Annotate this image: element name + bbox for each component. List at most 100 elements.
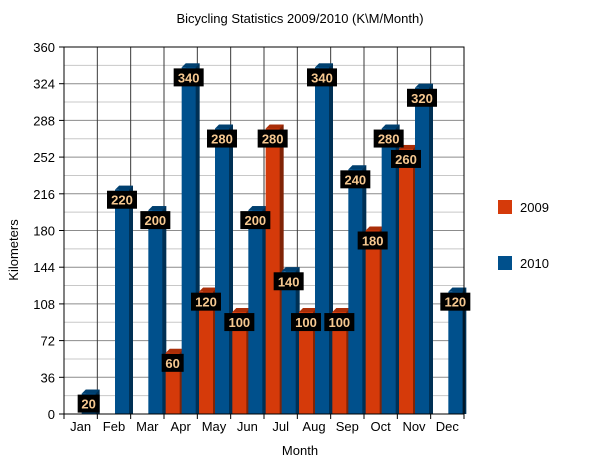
bar-2009-nov bbox=[399, 148, 413, 414]
bar-2010-oct bbox=[381, 128, 396, 415]
x-tick-label: Jul bbox=[272, 419, 289, 434]
data-label-box bbox=[291, 313, 321, 332]
bar-2009-sep bbox=[332, 312, 347, 414]
data-label-box bbox=[307, 68, 337, 87]
data-label: 20 bbox=[81, 397, 95, 412]
data-label: 100 bbox=[328, 315, 350, 330]
bar-2010-dec bbox=[448, 291, 463, 414]
data-label: 280 bbox=[262, 132, 284, 147]
data-label-box bbox=[407, 88, 437, 107]
bar-top bbox=[148, 206, 167, 211]
x-tick-labels: Jan Feb Mar Apr May Jun Jul Aug Sep Oct Nov Dec bbox=[70, 419, 459, 434]
bar-series bbox=[81, 63, 467, 415]
y-tick-label: 108 bbox=[33, 297, 55, 312]
data-label-box bbox=[373, 129, 404, 148]
bar-2009-may bbox=[199, 291, 213, 414]
bar-top bbox=[265, 124, 284, 129]
data-label-box bbox=[273, 272, 304, 291]
y-axis-label: Kilometers bbox=[6, 219, 21, 281]
y-tick-label: 36 bbox=[41, 370, 55, 385]
bar-2010-may bbox=[215, 128, 229, 415]
x-tick-label: Aug bbox=[302, 419, 325, 434]
bar-2010-jun bbox=[248, 210, 263, 414]
chart-title: Bicycling Statistics 2009/2010 (K\M/Mont… bbox=[176, 11, 423, 26]
bar-top bbox=[181, 63, 200, 68]
bar-2010-sep bbox=[348, 169, 363, 414]
data-label-box bbox=[77, 394, 100, 413]
data-label-box bbox=[357, 231, 388, 250]
data-label-box bbox=[391, 149, 421, 168]
data-label: 320 bbox=[411, 91, 433, 106]
axes bbox=[59, 46, 465, 419]
y-tick-label: 288 bbox=[33, 113, 55, 128]
bar-top bbox=[448, 287, 467, 292]
y-tick-label: 252 bbox=[33, 150, 55, 165]
bar-2010-apr bbox=[181, 67, 196, 414]
data-label-box bbox=[161, 353, 184, 372]
data-label-box bbox=[191, 292, 221, 311]
x-tick-label: Jun bbox=[237, 419, 258, 434]
data-label: 340 bbox=[178, 70, 200, 85]
data-label: 180 bbox=[362, 234, 384, 249]
bar-2010-aug bbox=[315, 67, 329, 414]
data-label-box bbox=[140, 211, 171, 230]
data-label: 200 bbox=[244, 213, 266, 228]
x-tick-label: Dec bbox=[436, 419, 460, 434]
legend-swatch-2010 bbox=[498, 256, 512, 270]
bar-2009-aug bbox=[299, 312, 313, 414]
data-label: 100 bbox=[295, 315, 317, 330]
bar-top bbox=[248, 206, 267, 211]
bar-top bbox=[365, 226, 384, 231]
data-label: 280 bbox=[378, 132, 400, 147]
data-label-box bbox=[173, 68, 204, 87]
data-label-box bbox=[107, 190, 137, 209]
x-tick-label: Oct bbox=[371, 419, 392, 434]
legend-label-2009: 2009 bbox=[520, 200, 549, 215]
bar-top bbox=[348, 165, 367, 170]
y-tick-labels: 0 36 72 108 144 180 216 252 288 324 360 bbox=[33, 40, 55, 422]
bar-2009-jul bbox=[265, 128, 280, 415]
bar-2010-feb bbox=[115, 189, 129, 414]
y-tick-label: 144 bbox=[33, 260, 55, 275]
y-tick-label: 216 bbox=[33, 187, 55, 202]
data-labels: 20 220 200 340 60 280 120 200 100 280 140 340 100 240… bbox=[77, 68, 471, 413]
data-label-box bbox=[224, 313, 255, 332]
data-label: 100 bbox=[228, 315, 250, 330]
data-label-box bbox=[207, 129, 237, 148]
data-label: 120 bbox=[195, 295, 217, 310]
legend-label-2010: 2010 bbox=[520, 256, 549, 271]
x-tick-label: Mar bbox=[136, 419, 159, 434]
bar-top bbox=[415, 83, 433, 88]
y-tick-label: 72 bbox=[41, 334, 55, 349]
data-label-box bbox=[340, 170, 371, 189]
data-label: 340 bbox=[311, 70, 333, 85]
data-label: 240 bbox=[344, 172, 366, 187]
x-tick-label: Sep bbox=[336, 419, 359, 434]
y-tick-label: 180 bbox=[33, 224, 55, 239]
bar-top bbox=[81, 389, 100, 394]
bar-top bbox=[381, 124, 400, 129]
data-label: 260 bbox=[395, 152, 417, 167]
bar-2009-oct bbox=[365, 230, 380, 414]
bar-2010-mar bbox=[148, 210, 163, 414]
x-tick-label: Nov bbox=[402, 419, 426, 434]
data-label-box bbox=[240, 211, 271, 230]
data-label-box bbox=[324, 313, 355, 332]
x-tick-label: Feb bbox=[103, 419, 125, 434]
data-label: 140 bbox=[278, 274, 300, 289]
x-tick-label: Jan bbox=[70, 419, 91, 434]
y-tick-label: 0 bbox=[48, 407, 55, 422]
legend: 2009 2010 bbox=[498, 200, 549, 271]
bar-top bbox=[165, 348, 184, 353]
bar-2010-jul bbox=[281, 271, 296, 414]
data-label: 200 bbox=[144, 213, 166, 228]
data-label-box bbox=[440, 292, 471, 311]
y-tick-label: 324 bbox=[33, 77, 55, 92]
data-label-box bbox=[257, 129, 288, 148]
y-tick-label: 360 bbox=[33, 40, 55, 55]
bar-top bbox=[199, 287, 217, 292]
data-label: 60 bbox=[165, 356, 179, 371]
bar-top bbox=[232, 308, 251, 313]
bar-top bbox=[281, 267, 300, 272]
